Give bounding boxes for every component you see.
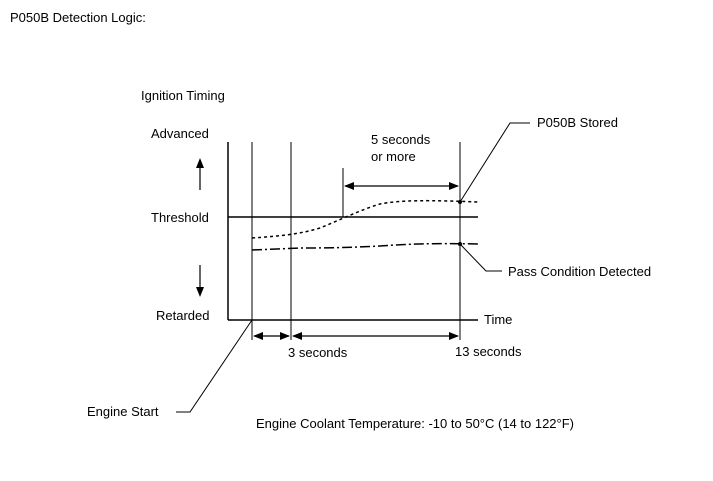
up-arrow-icon [196, 158, 204, 190]
thirteen-seconds-label: 13 seconds [455, 344, 522, 359]
pass-leader-line [459, 243, 502, 272]
pass-case-curve [251, 242, 479, 251]
level-advanced-label: Advanced [151, 126, 209, 141]
level-retarded-label: Retarded [156, 308, 209, 323]
x-axis-label: Time [484, 312, 512, 327]
engine-start-leader-line [176, 319, 253, 413]
fail-case-curve [251, 199, 479, 239]
three-seconds-label: 3 seconds [288, 345, 348, 360]
down-arrow-icon [196, 265, 204, 297]
stored-leader-line [459, 122, 530, 203]
pass-label: Pass Condition Detected [508, 264, 651, 279]
level-threshold-label: Threshold [151, 210, 209, 225]
stored-label: P050B Stored [537, 115, 618, 130]
diagram-title: P050B Detection Logic: [10, 10, 146, 25]
engine-start-label: Engine Start [87, 404, 159, 419]
condition-note: Engine Coolant Temperature: -10 to 50°C … [256, 416, 574, 431]
y-axis-label: Ignition Timing [141, 88, 225, 103]
duration-label: 5 seconds [371, 132, 431, 147]
duration-suffix-label: or more [371, 149, 416, 164]
